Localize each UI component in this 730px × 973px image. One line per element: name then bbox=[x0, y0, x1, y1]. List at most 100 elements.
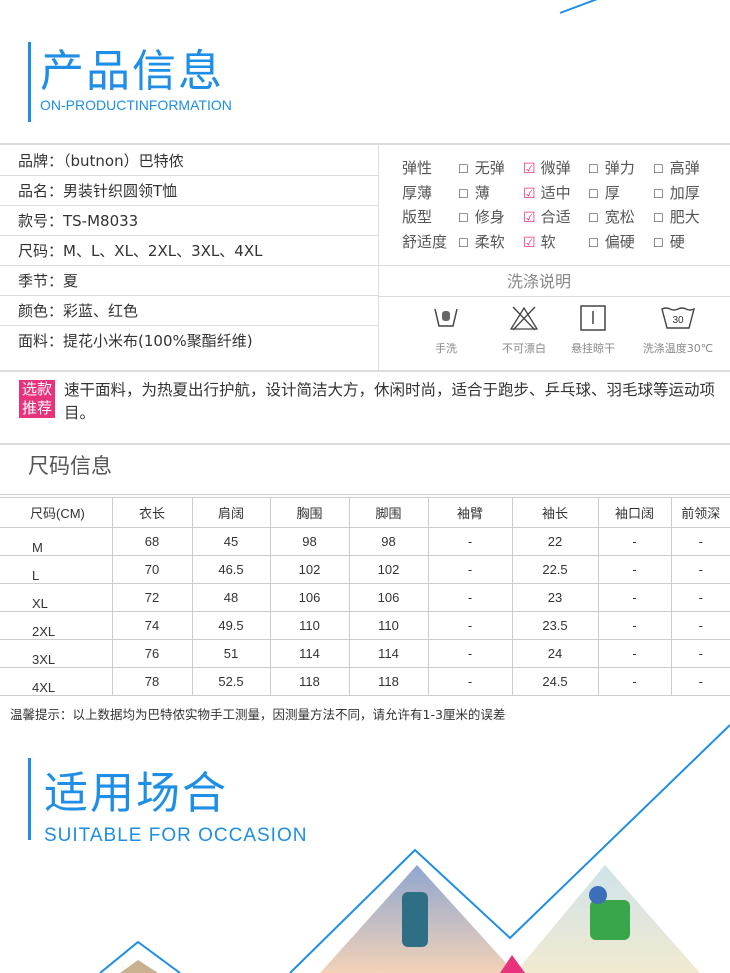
no-bleach-icon bbox=[484, 305, 564, 335]
table-cell: - bbox=[671, 583, 730, 612]
column-header: 脚围 bbox=[349, 497, 429, 528]
table-cell: 118 bbox=[270, 667, 350, 696]
column-header: 尺码(CM) bbox=[0, 497, 113, 528]
table-cell: 70 bbox=[112, 555, 193, 584]
wash-item: 手洗 bbox=[406, 305, 486, 356]
table-cell: 23 bbox=[512, 583, 599, 612]
table-cell: - bbox=[428, 527, 513, 556]
column-header: 胸围 bbox=[270, 497, 350, 528]
table-row: 4XL 78 52.5 118 118-24.5- - bbox=[0, 667, 730, 696]
attribute-row: 舒适度 ☐ 柔软 ☑ 软 ☐ 偏硬 ☐ 硬 bbox=[402, 231, 718, 255]
attribute-option: ☑ 适中 bbox=[523, 183, 571, 202]
table-cell: - bbox=[598, 639, 672, 668]
table-cell: 46.5 bbox=[192, 555, 271, 584]
table-cell: 114 bbox=[349, 639, 429, 668]
checkbox-icon: ☐ bbox=[653, 211, 664, 225]
title-bar bbox=[28, 42, 31, 122]
wash-item: 不可漂白 bbox=[484, 305, 564, 356]
wash-title: 洗涤说明 bbox=[506, 272, 571, 291]
info-brand: 品牌：（butnon）巴特侬 bbox=[0, 146, 378, 176]
wash-item: 悬挂晾干 bbox=[553, 305, 633, 356]
attribute-row: 厚薄 ☐ 薄 ☑ 适中 ☐ 厚 ☐ 加厚 bbox=[402, 182, 718, 206]
checked-box-icon: ☑ bbox=[523, 185, 536, 202]
table-cell: 24 bbox=[512, 639, 599, 668]
table-cell: - bbox=[671, 639, 730, 668]
table-cell: 110 bbox=[270, 611, 350, 640]
wash-label: 手洗 bbox=[435, 342, 457, 355]
wash-label: 悬挂晾干 bbox=[571, 342, 615, 355]
info-season: 季节：夏 bbox=[0, 266, 378, 296]
table-cell: 49.5 bbox=[192, 611, 271, 640]
checkbox-icon: ☐ bbox=[458, 235, 469, 250]
table-cell: 51 bbox=[192, 639, 271, 668]
info-sizes: 尺码：M、L、XL、2XL、3XL、4XL bbox=[0, 236, 378, 266]
attribute-name: 弹性 bbox=[402, 159, 433, 177]
table-cell: 78 bbox=[112, 667, 193, 696]
page-title: 产品信息 bbox=[40, 46, 224, 97]
wash-label: 不可漂白 bbox=[502, 342, 546, 355]
size-table: 尺码(CM) 衣长 肩阔 胸围 脚围 袖臂 袖长 袖口阔 前领深 M 68 45 98 98-22- - L… bbox=[0, 497, 730, 696]
divider bbox=[379, 296, 730, 297]
table-cell: L bbox=[0, 555, 113, 584]
table-cell: 68 bbox=[112, 527, 193, 556]
table-row: L 70 46.5 102 102-22.5- - bbox=[0, 555, 730, 584]
column-header: 衣长 bbox=[112, 497, 193, 528]
pink-accent bbox=[500, 955, 525, 973]
attribute-row: 版型 ☐ 修身 ☑ 合适 ☐ 宽松 ☐ 肥大 bbox=[402, 206, 718, 230]
attribute-option: ☐ 宽松 bbox=[588, 208, 635, 226]
checkbox-icon: ☐ bbox=[653, 235, 664, 250]
table-cell: - bbox=[671, 527, 730, 556]
checkbox-icon: ☐ bbox=[588, 235, 599, 250]
table-cell: 24.5 bbox=[512, 667, 599, 696]
table-cell: 76 bbox=[112, 639, 193, 668]
table-cell: 106 bbox=[270, 583, 350, 612]
size-title: 尺码信息 bbox=[28, 454, 112, 478]
divider bbox=[0, 143, 730, 145]
table-cell: 22.5 bbox=[512, 555, 599, 584]
table-cell: - bbox=[671, 555, 730, 584]
attribute-option: ☐ 修身 bbox=[458, 208, 505, 226]
table-cell: 74 bbox=[112, 611, 193, 640]
table-cell: 114 bbox=[270, 639, 350, 668]
cyclist-figure bbox=[590, 900, 630, 940]
attribute-option: ☐ 偏硬 bbox=[588, 232, 635, 251]
attribute-name: 版型 bbox=[402, 208, 433, 226]
checkbox-icon: ☐ bbox=[588, 211, 599, 225]
table-cell: 45 bbox=[192, 527, 271, 556]
column-divider bbox=[378, 145, 379, 371]
attribute-option: ☐ 肥大 bbox=[653, 208, 700, 226]
table-cell: 72 bbox=[112, 583, 193, 612]
decor-line bbox=[99, 940, 181, 973]
checkbox-icon: ☐ bbox=[458, 186, 469, 201]
size-tip: 温馨提示：以上数据均为巴特侬实物手工测量，因测量方法不同，请允许有1-3厘米的误… bbox=[10, 707, 506, 722]
hang-dry-icon bbox=[553, 305, 633, 335]
attribute-option: ☑ 合适 bbox=[523, 208, 571, 226]
table-cell: - bbox=[598, 555, 672, 584]
table-row: 3XL 76 51 114 114-24- - bbox=[0, 639, 730, 668]
attribute-option: ☐ 弹力 bbox=[588, 159, 635, 177]
table-cell: 110 bbox=[349, 611, 429, 640]
attribute-option: ☐ 无弹 bbox=[458, 159, 505, 177]
table-cell: 98 bbox=[349, 527, 429, 556]
table-cell: 2XL bbox=[0, 611, 113, 640]
photo-thumb bbox=[120, 960, 158, 973]
occasion-subtitle: SUITABLE FOR OCCASION bbox=[44, 825, 308, 846]
table-cell: 52.5 bbox=[192, 667, 271, 696]
table-row: M 68 45 98 98-22- - bbox=[0, 527, 730, 556]
decor-line bbox=[289, 724, 730, 973]
column-header: 袖口阔 bbox=[598, 497, 672, 528]
table-cell: - bbox=[598, 527, 672, 556]
table-cell: - bbox=[671, 667, 730, 696]
decor-line bbox=[559, 0, 598, 14]
table-cell: 48 bbox=[192, 583, 271, 612]
table-cell: XL bbox=[0, 583, 113, 612]
attribute-option: ☐ 加厚 bbox=[653, 183, 700, 202]
divider bbox=[0, 443, 730, 445]
attribute-option: ☐ 薄 bbox=[458, 183, 490, 202]
attribute-option: ☐ 硬 bbox=[653, 232, 685, 251]
occasion-title: 适用场合 bbox=[44, 768, 228, 819]
table-cell: - bbox=[428, 639, 513, 668]
table-cell: - bbox=[598, 667, 672, 696]
divider bbox=[0, 494, 730, 495]
attribute-name: 厚薄 bbox=[402, 183, 433, 202]
